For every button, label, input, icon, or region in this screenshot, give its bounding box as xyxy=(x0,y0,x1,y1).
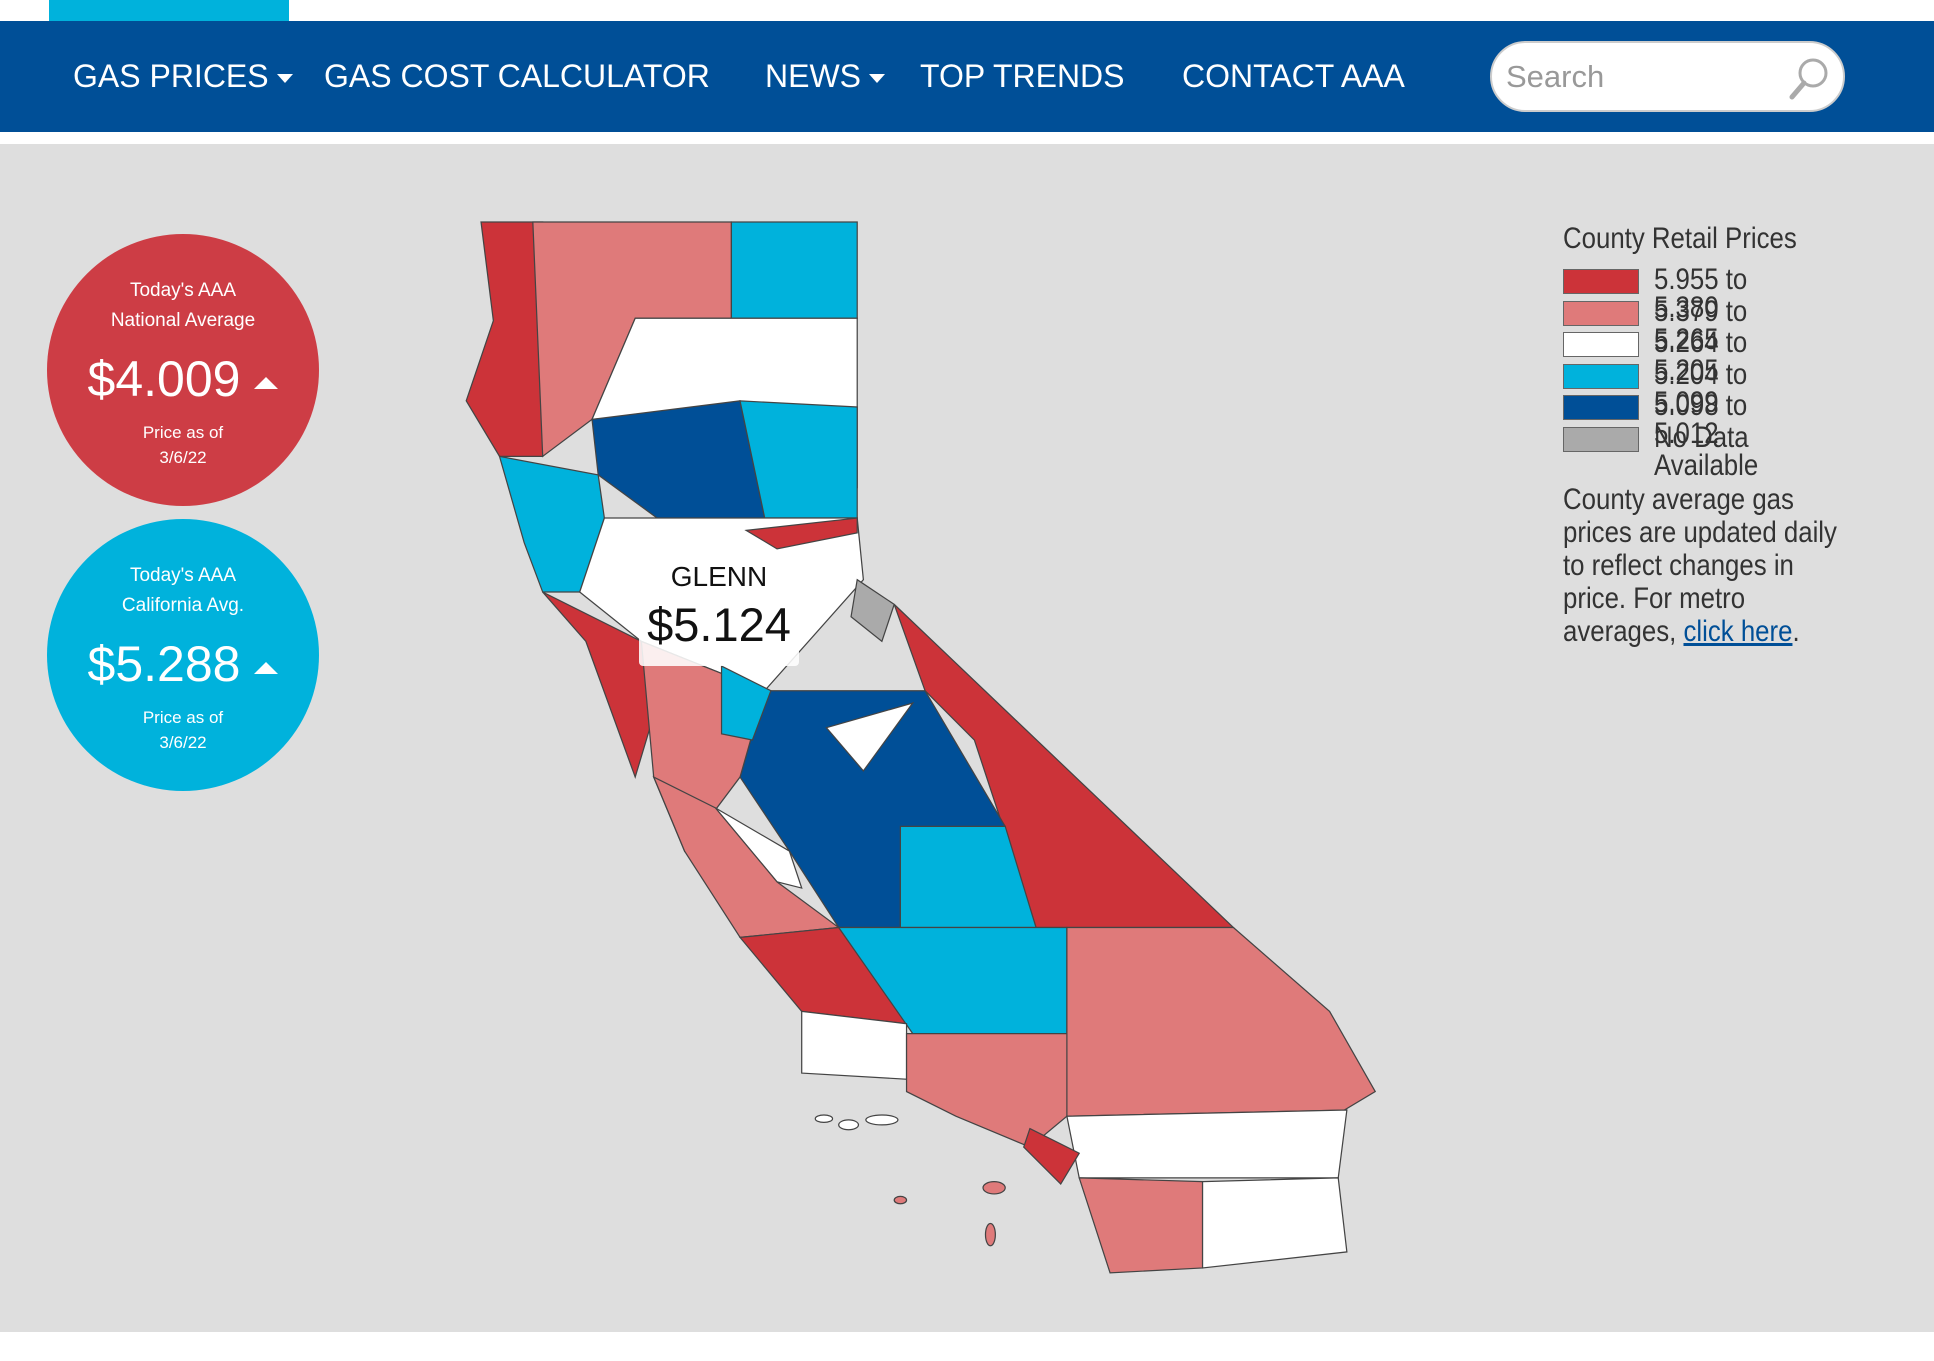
nav-label: NEWS xyxy=(765,58,861,94)
search-placeholder: Search xyxy=(1506,59,1605,94)
nav-item[interactable]: GAS PRICES xyxy=(73,56,293,96)
nav-label: GAS PRICES xyxy=(73,58,269,94)
legend-swatch xyxy=(1563,426,1639,452)
badge-label: California Avg. xyxy=(121,595,245,616)
legend-title: County Retail Prices xyxy=(1563,222,1797,255)
legend-item: 5.955 to 5.380 xyxy=(1563,265,1863,323)
legend-label: 5.204 to 5.099 xyxy=(1654,357,1748,419)
national-average-badge: Today's AAA National Average $4.009 Pric… xyxy=(47,234,319,506)
search-icon[interactable] xyxy=(1787,55,1831,101)
legend-item: 5.204 to 5.099 xyxy=(1563,359,1863,417)
tooltip-price: $5.124 xyxy=(647,598,791,651)
badge-label: Today's AAA xyxy=(129,280,237,301)
california-average-badge: Today's AAA California Avg. $5.288 Price… xyxy=(47,519,319,791)
nav-item[interactable]: GAS COST CALCULATOR xyxy=(324,58,710,94)
legend-item: 5.379 to 5.265 xyxy=(1563,296,1863,354)
legend-label: 5.379 to 5.265 xyxy=(1654,294,1748,356)
badge-date: 3/6/22 xyxy=(159,448,207,467)
badge-price: $5.288 xyxy=(87,636,241,692)
badge-price: $4.009 xyxy=(87,351,241,407)
legend-label: 5.955 to 5.380 xyxy=(1654,263,1748,324)
legend-swatch xyxy=(1563,395,1639,420)
legend-label: 5.098 to 5.012 xyxy=(1654,389,1748,450)
tooltip-county: GLENN xyxy=(670,561,768,592)
nav-item[interactable]: NEWS xyxy=(765,56,885,96)
search-box[interactable]: Search xyxy=(1490,41,1845,112)
note-text: County average gas prices are updated da… xyxy=(1563,483,1837,648)
map-tooltip: GLENN $5.124 xyxy=(639,551,799,666)
legend-swatch xyxy=(1563,332,1639,357)
top-strip xyxy=(0,0,1934,21)
nav-item[interactable]: CONTACT AAA xyxy=(1182,58,1405,94)
badge-date-label: Price as of xyxy=(142,708,224,727)
metro-link[interactable]: click here xyxy=(1683,615,1793,648)
legend-items: 5.955 to 5.380 5.379 to 5.265 5.264 to 5.2… xyxy=(1563,265,1863,480)
legend-item: No Data Available xyxy=(1563,422,1863,480)
legend-swatch xyxy=(1563,363,1639,389)
legend-swatch xyxy=(1563,300,1639,326)
badge-label: National Average xyxy=(110,310,256,331)
legend-item: 5.264 to 5.205 xyxy=(1563,328,1863,386)
top-tab[interactable] xyxy=(49,0,289,21)
note-end: . xyxy=(1792,615,1800,648)
badge-date: 3/6/22 xyxy=(159,733,207,752)
badge-label: Today's AAA xyxy=(129,565,237,586)
nav-item[interactable]: TOP TRENDS xyxy=(920,58,1125,94)
legend-item: 5.098 to 5.012 xyxy=(1563,391,1863,449)
legend: County Retail Prices 5.955 to 5.380 5.379… xyxy=(1563,222,1863,648)
legend-label: 5.264 to 5.205 xyxy=(1654,326,1748,387)
legend-label: No Data Available xyxy=(1654,420,1759,482)
badge-date-label: Price as of xyxy=(142,423,224,442)
note: County average gas prices are updated da… xyxy=(1563,483,1851,648)
legend-swatch xyxy=(1563,269,1639,294)
